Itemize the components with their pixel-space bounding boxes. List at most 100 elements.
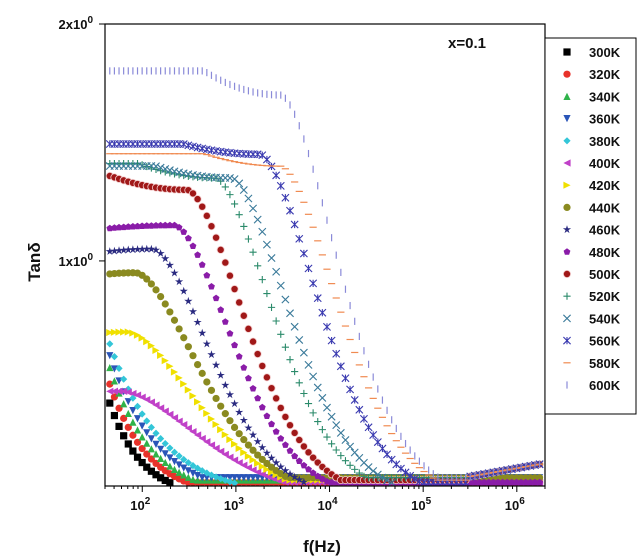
series-580K xyxy=(106,153,544,481)
data-point xyxy=(193,360,202,369)
data-point xyxy=(267,453,276,462)
data-point xyxy=(166,479,174,487)
data-point xyxy=(258,443,267,451)
data-point xyxy=(536,478,543,486)
data-point xyxy=(253,215,262,224)
data-point xyxy=(244,194,253,203)
data-point xyxy=(184,467,192,475)
data-point xyxy=(249,446,257,454)
data-point xyxy=(110,387,119,395)
data-point xyxy=(290,220,299,229)
data-point xyxy=(180,380,188,388)
data-point xyxy=(346,442,355,451)
data-point xyxy=(138,422,146,430)
data-point xyxy=(387,478,396,487)
legend-marker xyxy=(563,336,571,345)
data-point xyxy=(230,399,239,408)
x-axis-label: f(Hz) xyxy=(303,537,341,556)
legend-label: 600K xyxy=(589,378,621,393)
data-point xyxy=(221,431,229,439)
data-point xyxy=(277,435,285,442)
data-point xyxy=(369,431,378,440)
data-point xyxy=(299,442,308,451)
data-point xyxy=(212,294,220,302)
data-point xyxy=(281,466,290,475)
series-600K xyxy=(109,67,541,482)
data-point xyxy=(161,450,169,458)
data-point xyxy=(207,471,216,479)
data-point xyxy=(166,410,174,418)
data-point xyxy=(161,300,169,308)
data-point xyxy=(111,224,118,231)
legend-item: 340K xyxy=(563,89,621,104)
x-axis-ticks: 102 103 104 105 106 xyxy=(104,486,546,513)
data-point xyxy=(318,426,326,434)
data-point xyxy=(254,262,262,270)
data-point xyxy=(248,430,258,439)
data-point xyxy=(249,337,258,346)
data-point xyxy=(272,394,281,403)
data-point xyxy=(230,440,239,448)
data-point xyxy=(244,464,253,472)
data-point xyxy=(175,325,183,333)
legend-marker xyxy=(563,292,571,300)
data-point xyxy=(526,478,534,486)
y-tick-label: 2x100 xyxy=(59,15,94,32)
data-point xyxy=(207,415,216,423)
legend-label: 380K xyxy=(589,134,621,149)
data-point xyxy=(318,393,327,402)
data-point xyxy=(147,342,155,350)
data-point xyxy=(170,414,179,422)
data-point xyxy=(304,448,313,457)
data-point xyxy=(313,294,322,303)
data-point xyxy=(291,452,299,460)
data-point xyxy=(299,249,308,258)
data-point xyxy=(152,440,160,448)
data-point xyxy=(235,353,243,360)
data-point xyxy=(157,474,165,482)
data-point xyxy=(364,423,373,432)
data-point xyxy=(198,474,206,482)
data-point xyxy=(133,245,142,253)
data-point xyxy=(235,459,243,467)
data-point xyxy=(193,431,202,439)
x-tick-label: 104 xyxy=(318,496,338,513)
data-point xyxy=(152,450,160,458)
data-point xyxy=(203,409,211,418)
data-point xyxy=(225,174,234,182)
data-point xyxy=(152,401,160,409)
data-point xyxy=(184,296,193,305)
data-point xyxy=(221,410,229,418)
data-point xyxy=(268,420,275,428)
data-point xyxy=(290,472,299,481)
data-point xyxy=(147,445,155,453)
legend: 300K 320K 340K 360K 380K 400K 420K 440K 460K 480K… xyxy=(544,37,637,415)
data-point xyxy=(115,328,123,336)
data-point xyxy=(106,399,114,407)
data-point xyxy=(106,340,114,348)
data-point xyxy=(295,457,303,464)
data-point xyxy=(198,328,207,337)
data-point xyxy=(184,234,192,242)
data-point xyxy=(157,454,165,462)
legend-marker xyxy=(563,92,571,100)
data-point xyxy=(184,459,192,467)
data-point xyxy=(202,339,211,348)
data-point xyxy=(221,258,230,267)
data-point xyxy=(180,455,188,464)
data-point xyxy=(170,448,179,456)
data-point xyxy=(253,350,262,359)
data-point xyxy=(346,385,355,394)
data-point xyxy=(217,426,225,434)
data-point xyxy=(221,318,229,325)
data-point xyxy=(373,470,382,479)
data-point xyxy=(203,469,211,477)
data-point xyxy=(235,211,243,219)
data-point xyxy=(217,177,225,185)
data-point xyxy=(254,451,262,459)
data-point xyxy=(120,223,128,231)
data-point xyxy=(170,268,179,277)
data-point xyxy=(258,455,266,464)
data-point xyxy=(106,352,114,360)
data-point xyxy=(180,334,188,342)
